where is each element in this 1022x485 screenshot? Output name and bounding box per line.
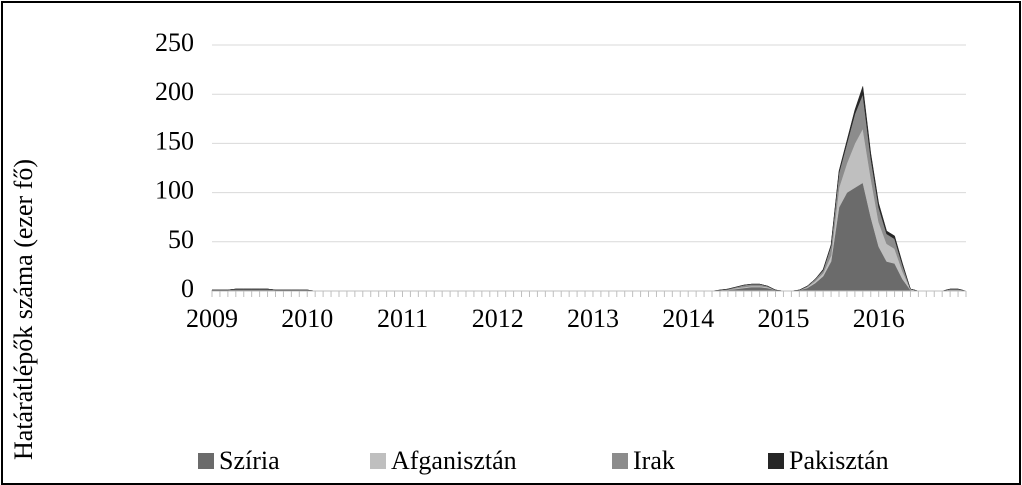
y-tick-label: 250 — [155, 28, 194, 57]
x-tick-label: 2016 — [853, 304, 905, 333]
y-tick-label: 50 — [168, 225, 194, 254]
legend-swatch — [370, 453, 386, 469]
x-tick-label: 2015 — [757, 304, 809, 333]
legend-label: Irak — [633, 446, 675, 475]
x-tick-label: 2014 — [662, 304, 714, 333]
x-tick-label: 2009 — [186, 304, 238, 333]
y-axis-label: Határátlépők száma (ezer fő) — [9, 159, 38, 460]
x-tick-label: 2010 — [281, 304, 333, 333]
x-tick-label: 2012 — [472, 304, 524, 333]
legend-swatch — [768, 453, 784, 469]
x-tick-label: 2013 — [567, 304, 619, 333]
legend-label: Szíria — [219, 446, 280, 475]
legend-swatch — [612, 453, 628, 469]
y-tick-label: 200 — [155, 77, 194, 106]
legend-label: Afganisztán — [391, 446, 517, 475]
legend-label: Pakisztán — [789, 446, 889, 475]
legend-swatch — [198, 453, 214, 469]
y-tick-label: 0 — [181, 274, 194, 303]
y-tick-label: 100 — [155, 176, 194, 205]
x-tick-label: 2011 — [377, 304, 428, 333]
y-tick-label: 150 — [155, 126, 194, 155]
area — [211, 182, 967, 292]
